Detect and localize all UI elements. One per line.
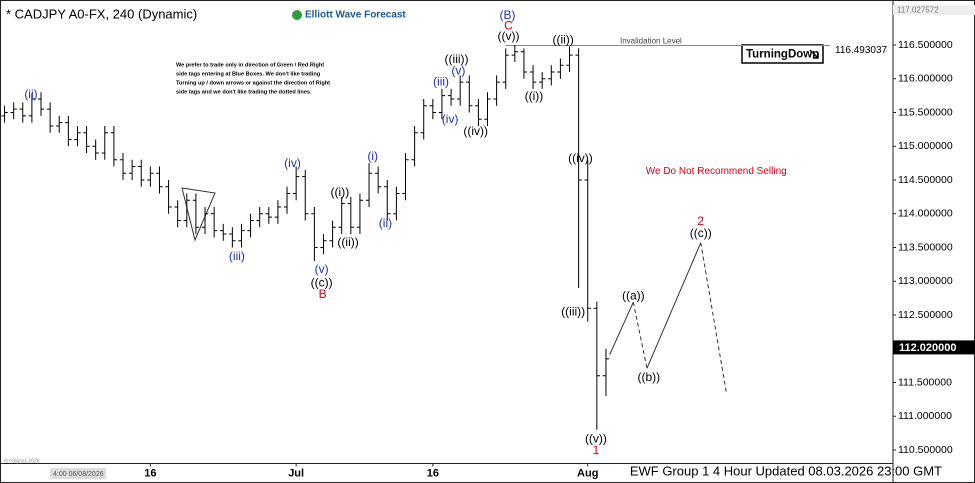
wave-label: ((v)) xyxy=(585,431,607,445)
logo-icon xyxy=(292,10,302,20)
y-tick-label: 116.500000 xyxy=(898,39,953,51)
wave-label: ((i)) xyxy=(525,89,544,103)
y-tick-label: 115.000000 xyxy=(898,140,953,152)
invalidation-text: Invalidation Level xyxy=(620,37,682,46)
projection-segment xyxy=(646,242,702,369)
wave-label: ((ii)) xyxy=(337,235,358,249)
wave-label: 2 xyxy=(697,214,704,228)
projection-segment xyxy=(700,242,727,393)
cursor-date: 4:00 06/08/2026 xyxy=(53,471,104,478)
y-tick-label: 112.500000 xyxy=(898,309,953,321)
wave-label: ((iii)) xyxy=(561,304,585,318)
wave-label: (iii) xyxy=(229,249,245,263)
wave-label: (v) xyxy=(451,63,465,77)
wave-label: (iv) xyxy=(284,156,301,170)
footer: EWF Group 1 4 Hour Updated 08.03.2026 23… xyxy=(630,463,942,478)
wave-label: (ii) xyxy=(24,87,37,101)
note-line: Turning up / down arrows or against the … xyxy=(176,80,330,86)
wave-label: ((c)) xyxy=(311,275,333,289)
top-price-box xyxy=(893,5,975,15)
badge: TurningDown xyxy=(746,49,819,61)
copyright: © eSignal, 2026 xyxy=(4,457,40,464)
wave-label: ((v)) xyxy=(497,29,519,43)
x-tick-label: 16 xyxy=(144,467,156,479)
wave-label: 1 xyxy=(593,443,600,457)
y-tick-label: 110.500000 xyxy=(898,444,953,456)
note-box xyxy=(172,60,332,98)
wave-label: C xyxy=(504,18,513,32)
wave-label: (ii) xyxy=(379,216,392,230)
wave-label: (iv) xyxy=(442,112,459,126)
x-tick-label: Aug xyxy=(577,467,598,479)
y-tick-label: 114.000000 xyxy=(898,208,953,220)
wave-label: (i) xyxy=(367,149,378,163)
last-price-label: 112.020000 xyxy=(899,342,957,354)
x-tick-label: Jul xyxy=(288,467,304,479)
y-tick-label: 113.000000 xyxy=(898,275,953,287)
invalidation-label: 116.493037 xyxy=(835,45,888,56)
wave-label: B xyxy=(319,287,327,301)
chart-title: * CADJPY A0-FX, 240 (Dynamic) xyxy=(6,6,197,21)
projection-segment xyxy=(632,302,648,369)
top-price-label: 117.027572 xyxy=(897,6,939,15)
wave-label: ((a)) xyxy=(622,288,645,302)
y-tick-label: 111.000000 xyxy=(898,410,952,422)
cursor-date-box xyxy=(50,468,106,479)
y-tick-label: 113.500000 xyxy=(898,241,953,253)
y-tick-label: 111.500000 xyxy=(898,376,952,388)
wave-label: (B) xyxy=(500,8,516,22)
wave-label: (v) xyxy=(315,262,329,276)
wave-label: ((ii)) xyxy=(552,32,573,46)
logo: Elliott Wave Forecast xyxy=(305,10,406,21)
last-price-box xyxy=(893,340,975,355)
x-tick-label: 16 xyxy=(427,467,439,479)
wave-label: (iii) xyxy=(433,74,449,88)
badge-arrow xyxy=(809,49,819,59)
y-tick-label: 115.500000 xyxy=(898,106,953,118)
wave-label: ((b)) xyxy=(637,370,660,384)
note-line: side tags and we don't like trading the … xyxy=(176,89,312,95)
warning: We Do Not Recommend Selling xyxy=(646,166,787,177)
y-tick-label: 114.500000 xyxy=(898,174,953,186)
note: We prefer to trade only in direction of … xyxy=(176,62,330,95)
projection-segment xyxy=(609,301,634,356)
wave-label: ((iv)) xyxy=(568,151,593,165)
y-tick-label: 116.000000 xyxy=(898,73,953,85)
wave-label: ((c)) xyxy=(690,226,712,240)
wave-label: ((i)) xyxy=(331,185,350,199)
note-line: We prefer to trade only in direction of … xyxy=(176,62,324,68)
wave-label: ((iii)) xyxy=(445,52,469,66)
wave-label: ((iv)) xyxy=(463,124,488,138)
note-line: side tags entering at Blue Boxes. We don… xyxy=(176,71,321,77)
